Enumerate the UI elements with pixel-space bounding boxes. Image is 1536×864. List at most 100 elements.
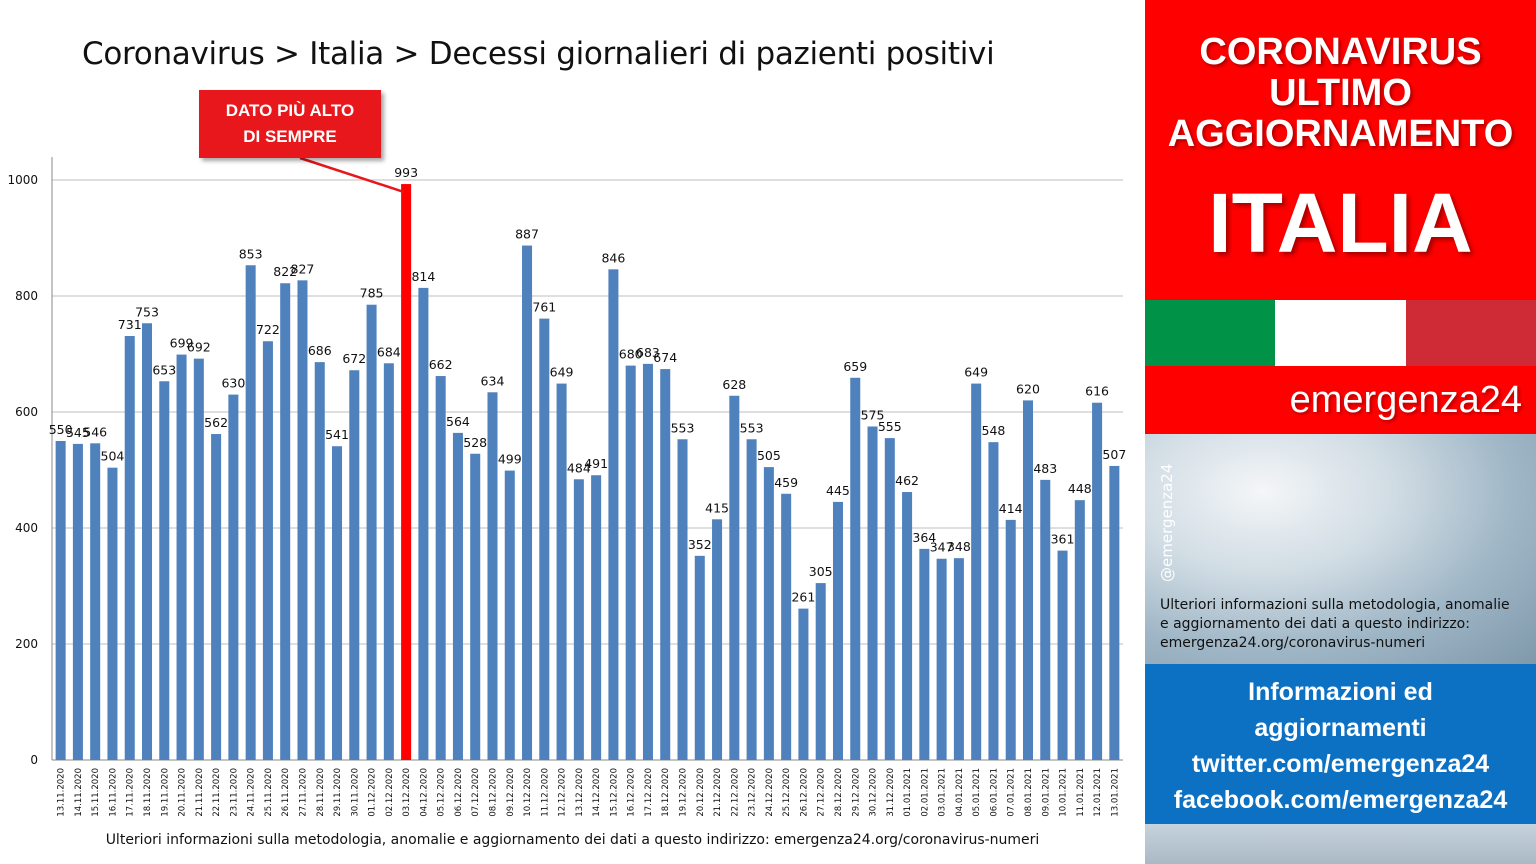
bar — [124, 336, 135, 760]
value-label: 462 — [895, 473, 919, 488]
value-label: 699 — [170, 336, 194, 351]
value-label: 686 — [308, 343, 332, 358]
bar — [781, 493, 792, 760]
bar — [1040, 479, 1051, 760]
x-tick-label: 08.01.2021 — [1024, 768, 1034, 817]
flag-red-stripe — [1405, 300, 1536, 366]
bar — [55, 441, 66, 760]
bar — [850, 377, 861, 760]
x-tick-label: 20.11.2020 — [178, 768, 188, 817]
bar — [729, 395, 740, 760]
bar — [746, 439, 757, 760]
x-tick-label: 29.11.2020 — [333, 768, 343, 817]
bar — [141, 323, 153, 760]
x-tick-label: 14.12.2020 — [592, 768, 602, 817]
x-tick-label: 01.01.2021 — [903, 768, 913, 817]
x-tick-label: 07.12.2020 — [471, 768, 481, 817]
value-label: 692 — [187, 340, 211, 355]
bar — [470, 453, 481, 760]
value-label: 415 — [705, 500, 729, 515]
value-label: 305 — [809, 564, 833, 579]
value-label: 414 — [999, 501, 1023, 516]
bar — [1005, 519, 1016, 760]
headline-line1: CORONAVIRUS — [1199, 31, 1482, 73]
value-label: 753 — [135, 304, 159, 319]
bar — [159, 381, 170, 760]
value-label: 448 — [1068, 481, 1092, 496]
value-label: 499 — [498, 452, 522, 467]
bar — [1022, 400, 1034, 760]
bar — [349, 370, 360, 760]
x-tick-label: 04.01.2021 — [955, 768, 965, 817]
x-tick-label: 07.01.2021 — [1007, 768, 1017, 817]
value-label: 785 — [360, 286, 384, 301]
value-label: 555 — [878, 419, 902, 434]
x-tick-label: 28.12.2020 — [834, 768, 844, 817]
bar — [556, 383, 567, 760]
value-label: 550 — [49, 422, 73, 437]
x-tick-label: 02.12.2020 — [385, 768, 395, 817]
bar — [712, 519, 723, 760]
x-tick-label: 13.11.2020 — [57, 768, 67, 817]
bar — [988, 442, 999, 760]
x-tick-label: 21.11.2020 — [195, 768, 205, 817]
social-line1: Informazioni ed — [1248, 678, 1433, 706]
value-label: 672 — [342, 351, 366, 366]
callout-pointer — [299, 156, 405, 194]
bar — [1092, 402, 1103, 760]
bar — [936, 558, 947, 760]
x-tick-label: 10.01.2021 — [1059, 768, 1069, 817]
value-label: 575 — [861, 408, 885, 423]
bar — [677, 439, 688, 760]
bar — [884, 438, 895, 760]
bar — [1109, 465, 1120, 760]
x-tick-label: 03.12.2020 — [402, 768, 412, 817]
x-tick-label: 09.01.2021 — [1041, 768, 1051, 817]
bar — [971, 383, 982, 760]
value-label: 827 — [291, 261, 315, 276]
x-tick-label: 14.11.2020 — [74, 768, 84, 817]
bar — [573, 479, 584, 760]
footer-note: Ulteriori informazioni sulla metodologia… — [105, 832, 1040, 848]
x-tick-label: 13.01.2021 — [1110, 768, 1120, 817]
value-label: 653 — [152, 362, 176, 377]
x-tick-label: 24.11.2020 — [247, 768, 257, 817]
x-tick-label: 19.11.2020 — [160, 768, 170, 817]
bar — [660, 369, 671, 760]
x-tick-label: 17.11.2020 — [126, 768, 136, 817]
x-tick-label: 28.11.2020 — [316, 768, 326, 817]
bar — [539, 318, 550, 760]
bar — [953, 558, 964, 760]
headline-line3: AGGIORNAMENTO — [1167, 113, 1514, 155]
bar — [262, 341, 273, 760]
facebook-link[interactable]: facebook.com/emergenza24 — [1173, 786, 1508, 814]
side-panel: CORONAVIRUS ULTIMO AGGIORNAMENTO ITALIA … — [1145, 0, 1536, 864]
x-tick-label: 19.12.2020 — [679, 768, 689, 817]
bar — [280, 283, 291, 760]
value-label: 722 — [256, 322, 280, 337]
value-label: 562 — [204, 415, 228, 430]
x-tick-label: 25.11.2020 — [264, 768, 274, 817]
side-info-url[interactable]: emergenza24.org/coronavirus-numeri — [1160, 635, 1426, 651]
x-tick-label: 11.01.2021 — [1076, 768, 1086, 817]
value-label: 445 — [826, 483, 850, 498]
value-label: 491 — [584, 456, 608, 471]
bar — [435, 376, 446, 760]
bottom-photo-strip — [1145, 824, 1536, 864]
bar — [1074, 500, 1085, 760]
record-callout: DATO PIÙ ALTO DI SEMPRE — [199, 90, 381, 158]
value-label: 505 — [757, 448, 781, 463]
value-label: 630 — [221, 376, 245, 391]
value-label: 662 — [429, 357, 453, 372]
social-box: Informazioni ed aggiornamenti twitter.co… — [1145, 664, 1536, 824]
side-info-text: Ulteriori informazioni sulla metodologia… — [1160, 596, 1520, 653]
brand-name: emergenza24 — [1145, 366, 1536, 434]
twitter-link[interactable]: twitter.com/emergenza24 — [1191, 750, 1490, 778]
bar — [1057, 550, 1068, 760]
x-tick-label: 06.12.2020 — [454, 768, 464, 817]
x-tick-label: 16.11.2020 — [108, 768, 118, 817]
bar — [332, 446, 343, 760]
x-tick-label: 12.12.2020 — [558, 768, 568, 817]
value-label: 674 — [653, 350, 677, 365]
social-line2: aggiornamenti — [1254, 714, 1427, 742]
